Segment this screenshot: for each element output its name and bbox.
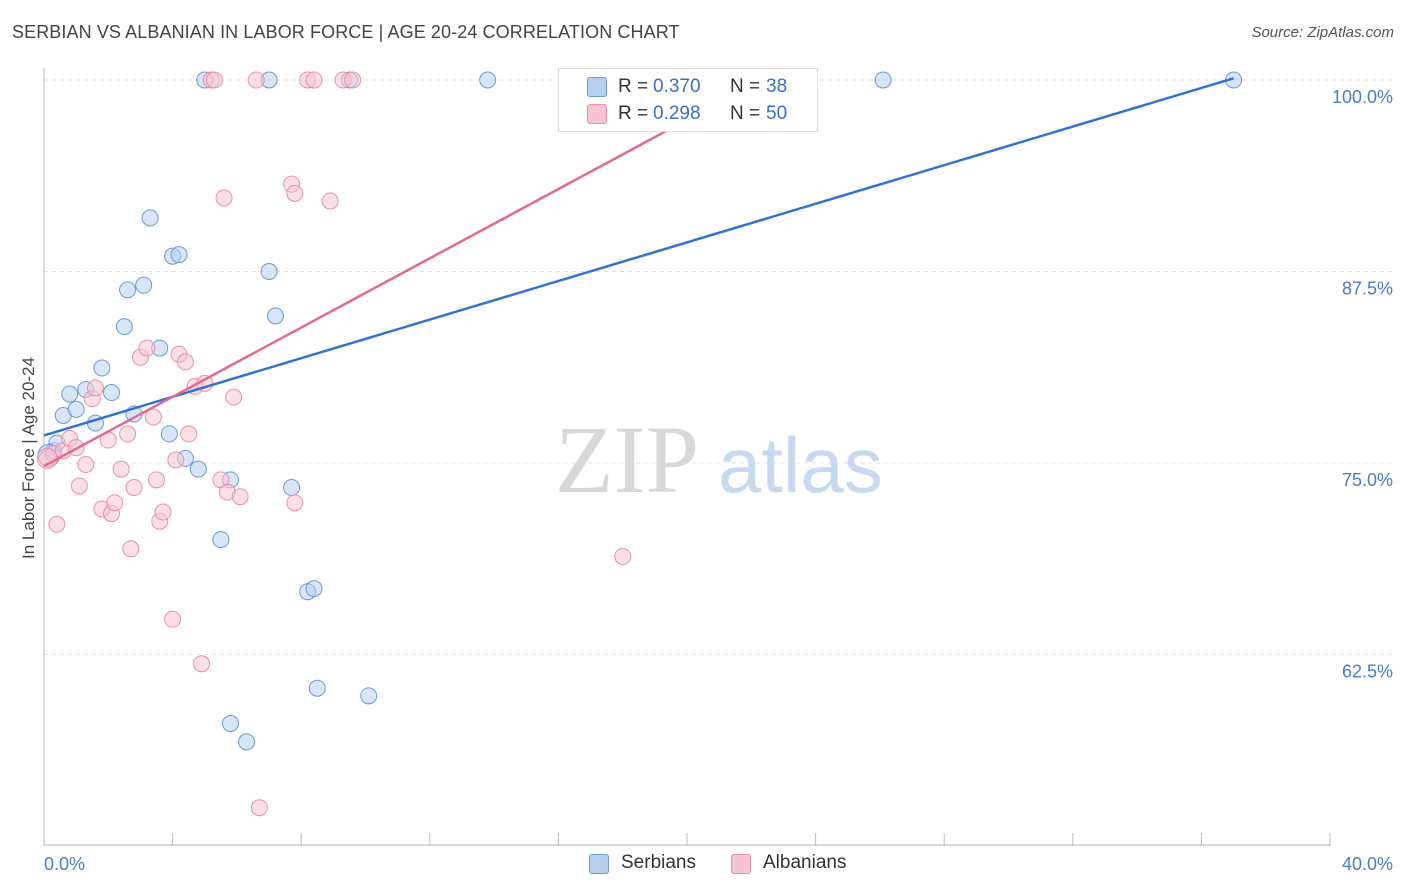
serbian-point <box>221 714 239 732</box>
trendline-albanians <box>43 118 688 468</box>
albanian-point <box>231 488 249 506</box>
grid-lines <box>44 79 1394 655</box>
watermark-zip: ZIP <box>555 406 699 513</box>
serbian-point <box>189 460 207 478</box>
serbian-point <box>61 385 79 403</box>
albanian-point <box>215 189 233 207</box>
watermark-atlas: atlas <box>718 421 883 509</box>
albanian-point <box>344 71 362 89</box>
y-tick-labels: 62.5% 75.0% 87.5% 100.0% <box>1332 87 1393 682</box>
albanian-point <box>305 71 323 89</box>
serbian-n-label: N = <box>730 76 761 97</box>
serbian-point <box>283 479 301 497</box>
albanian-point <box>180 425 198 443</box>
albanian-point <box>247 71 265 89</box>
albanian-point <box>148 471 166 489</box>
serbian-point <box>170 246 188 264</box>
serbian-point <box>874 71 892 89</box>
albanian-point <box>86 379 104 397</box>
albanian-n-label: N = <box>730 103 761 124</box>
albanian-point <box>164 610 182 628</box>
trendline-serbians <box>43 77 1234 437</box>
albanian-point <box>614 547 632 565</box>
legend: R = 0.370 N = 38 R = 0.298 N = 50 <box>558 68 818 132</box>
y-tick-label: 87.5% <box>1342 279 1393 299</box>
albanian-point <box>154 503 172 521</box>
serbian-point <box>135 276 153 294</box>
serbian-point <box>212 531 230 549</box>
chart-title: SERBIAN VS ALBANIAN IN LABOR FORCE | AGE… <box>12 22 680 42</box>
serbian-point <box>119 281 137 299</box>
serbian-point <box>260 263 278 280</box>
bottom-serbian-swatch <box>589 854 609 874</box>
serbian-point <box>305 580 323 598</box>
albanian-point <box>106 494 124 512</box>
bottom-albanian-label: Albanians <box>763 852 847 873</box>
y-tick-label: 62.5% <box>1342 662 1393 682</box>
serbian-point <box>141 209 159 227</box>
y-tick-label: 75.0% <box>1342 470 1393 490</box>
serbian-point <box>67 400 85 418</box>
albanian-point <box>225 388 243 406</box>
serbian-point <box>479 71 497 89</box>
serbian-point <box>103 384 121 402</box>
albanian-point <box>125 479 143 497</box>
albanian-point <box>176 353 194 371</box>
serbian-swatch <box>587 77 607 97</box>
serbian-point <box>266 307 284 325</box>
serbian-point <box>93 359 111 377</box>
albanian-point <box>112 460 130 478</box>
albanian-point <box>70 477 88 495</box>
albanian-point <box>321 192 339 210</box>
y-tick-label: 100.0% <box>1332 87 1393 107</box>
albanian-point <box>286 184 304 202</box>
albanian-point <box>205 71 223 89</box>
albanian-point <box>286 494 304 512</box>
albanian-point <box>193 655 211 673</box>
albanian-point <box>250 799 268 817</box>
serbian-r-label: R = <box>618 76 649 97</box>
serbian-n-value: 38 <box>766 76 788 97</box>
albanian-point <box>138 339 156 357</box>
albanian-point <box>144 408 162 426</box>
y-axis-label: In Labor Force | Age 20-24 <box>19 357 38 559</box>
albanian-point <box>77 456 95 474</box>
serbian-point <box>238 733 256 751</box>
albanian-swatch <box>587 104 607 124</box>
albanian-point <box>48 515 66 533</box>
serbian-point <box>308 679 326 697</box>
x-tick-label: 40.0% <box>1342 854 1393 874</box>
source-label: Source: ZipAtlas.com <box>1251 24 1394 41</box>
albanian-point <box>122 540 140 558</box>
albanian-points <box>36 71 632 817</box>
serbian-point <box>160 425 178 443</box>
albanian-r-label: R = <box>618 103 649 124</box>
bottom-albanian-swatch <box>731 854 751 874</box>
watermark: ZIP atlas <box>555 406 883 513</box>
albanian-point <box>119 425 137 443</box>
bottom-serbian-label: Serbians <box>621 852 696 873</box>
serbian-r-value: 0.370 <box>653 76 701 97</box>
albanian-n-value: 50 <box>766 103 788 124</box>
albanian-point <box>167 451 185 469</box>
albanian-r-value: 0.298 <box>653 103 701 124</box>
x-tick-labels: 0.0% 40.0% <box>44 854 1393 874</box>
x-tick-label: 0.0% <box>44 854 85 874</box>
serbian-point <box>115 318 133 336</box>
serbian-point <box>360 687 378 705</box>
